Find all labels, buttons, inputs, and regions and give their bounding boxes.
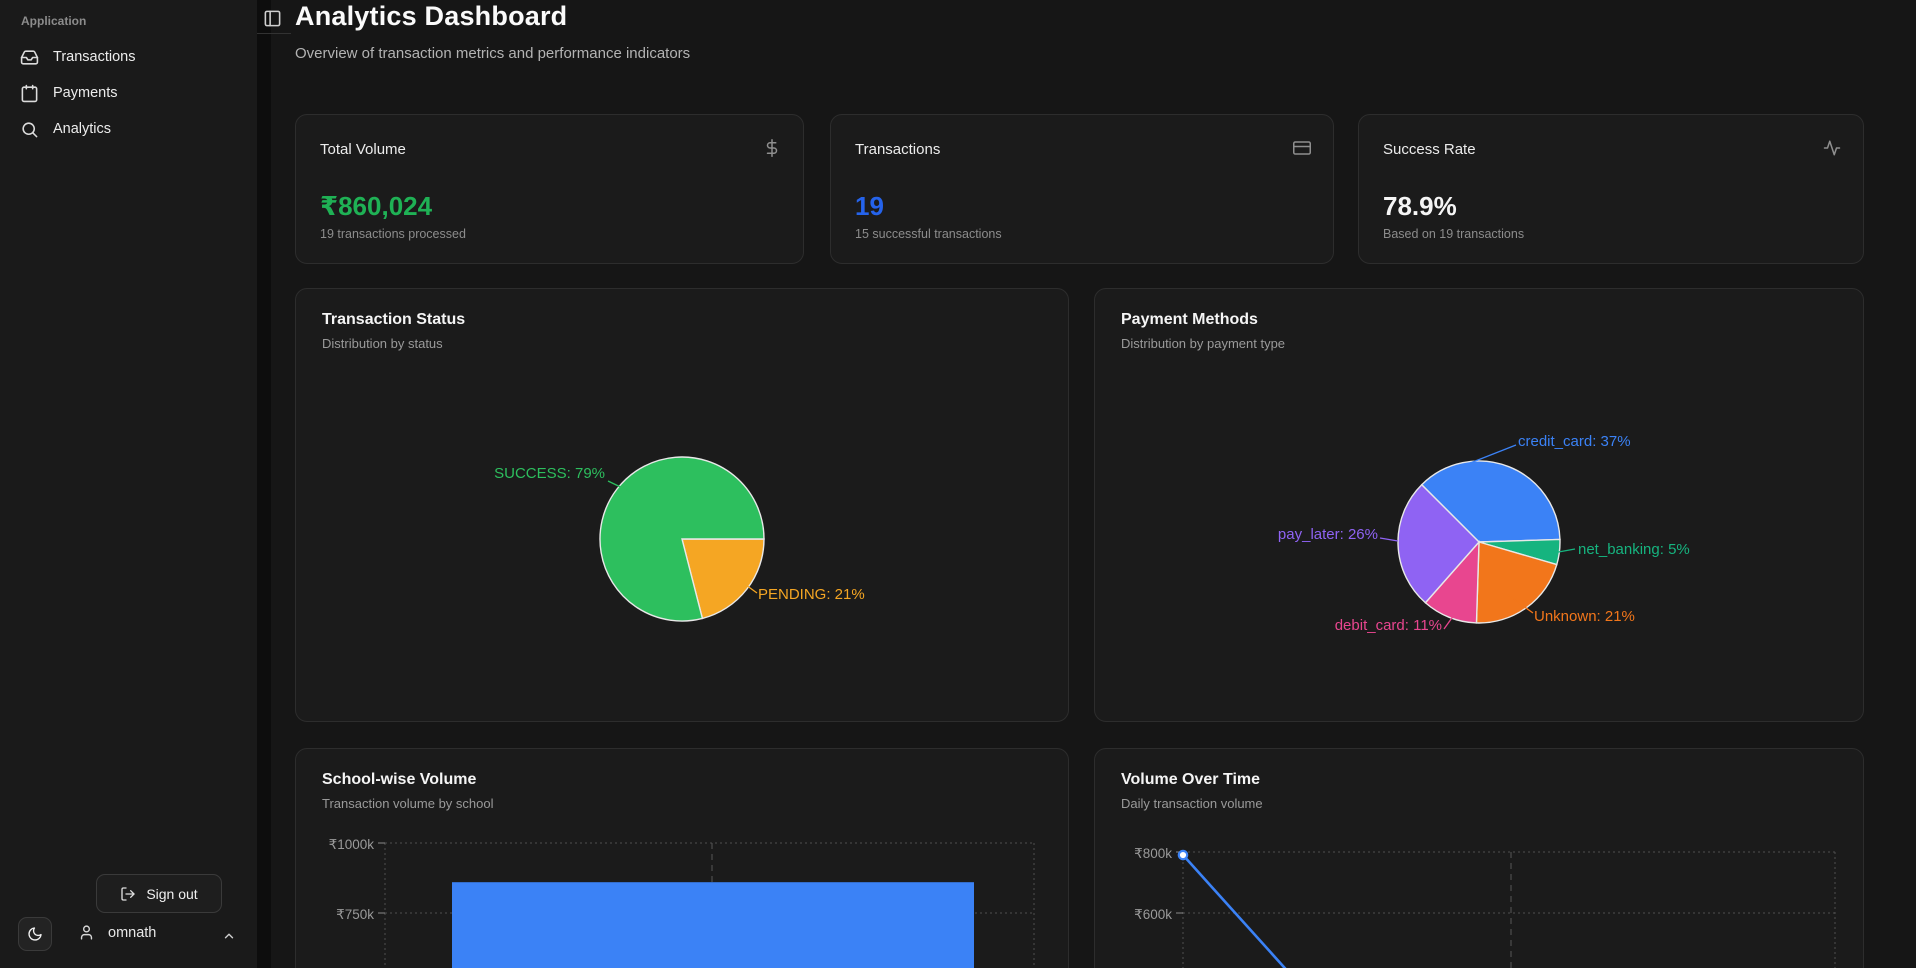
stat-value: 78.9% bbox=[1383, 191, 1457, 221]
chart-subtitle: Transaction volume by school bbox=[322, 796, 494, 811]
search-icon bbox=[20, 120, 39, 139]
sidebar-item-transactions[interactable]: Transactions bbox=[10, 41, 240, 73]
sidebar-item-label: Analytics bbox=[53, 121, 112, 137]
sidebar-item-label: Transactions bbox=[53, 49, 136, 65]
pie-label-success: SUCCESS: 79% bbox=[494, 465, 605, 482]
credit-card-icon bbox=[1293, 139, 1311, 157]
stat-subtitle: 19 transactions processed bbox=[320, 227, 466, 241]
chart-title: Volume Over Time bbox=[1121, 771, 1261, 788]
sidebar-item-label: Payments bbox=[53, 85, 118, 101]
payment-methods-card: Payment Methods Distribution by payment … bbox=[1094, 288, 1864, 722]
transaction-status-card: Transaction Status Distribution by statu… bbox=[295, 288, 1069, 722]
stat-value: 19 bbox=[855, 191, 884, 221]
sidebar-section-label: Application bbox=[21, 14, 87, 28]
pie-label-unknown: Unknown: 21% bbox=[1534, 608, 1635, 625]
activity-icon bbox=[1823, 139, 1841, 157]
sign-out-button[interactable]: Sign out bbox=[96, 874, 222, 913]
stat-title: Total Volume bbox=[320, 141, 406, 158]
pie-label-credit-card: credit_card: 37% bbox=[1518, 433, 1631, 450]
page-title: Analytics Dashboard bbox=[295, 1, 568, 31]
chart-subtitle: Distribution by status bbox=[322, 336, 443, 351]
divider bbox=[257, 33, 291, 34]
user-icon bbox=[78, 924, 95, 941]
sidebar: Application Transactions Payments Analyt… bbox=[0, 0, 257, 968]
user-menu[interactable]: omnath bbox=[78, 924, 156, 941]
dollar-icon bbox=[763, 139, 781, 157]
success-rate-card: Success Rate 78.9% Based on 19 transacti… bbox=[1358, 114, 1864, 264]
pie-label-pending: PENDING: 21% bbox=[758, 586, 865, 603]
logout-icon bbox=[120, 886, 136, 902]
sidebar-item-payments[interactable]: Payments bbox=[10, 77, 240, 109]
user-name: omnath bbox=[108, 924, 157, 941]
calendar-icon bbox=[20, 84, 39, 103]
theme-toggle-button[interactable] bbox=[18, 917, 52, 951]
sidebar-toggle-button[interactable] bbox=[263, 9, 282, 28]
chart-subtitle: Daily transaction volume bbox=[1121, 796, 1263, 811]
pie-label-net-banking: net_banking: 5% bbox=[1578, 541, 1690, 558]
stat-value: ₹860,024 bbox=[320, 191, 433, 221]
moon-icon bbox=[27, 926, 43, 942]
page-subtitle: Overview of transaction metrics and perf… bbox=[295, 45, 691, 62]
stat-subtitle: 15 successful transactions bbox=[855, 227, 1002, 241]
sign-out-label: Sign out bbox=[146, 885, 198, 902]
transactions-card: Transactions 19 15 successful transactio… bbox=[830, 114, 1334, 264]
stat-subtitle: Based on 19 transactions bbox=[1383, 227, 1525, 241]
volume-over-time-card: Volume Over Time Daily transaction volum… bbox=[1094, 748, 1864, 968]
total-volume-card: Total Volume ₹860,024 19 transactions pr… bbox=[295, 114, 804, 264]
school-volume-card: School-wise Volume Transaction volume by… bbox=[295, 748, 1069, 968]
inbox-icon bbox=[20, 48, 39, 67]
pie-label-pay-later: pay_later: 26% bbox=[1277, 526, 1378, 543]
pie-label-debit-card: debit_card: 11% bbox=[1334, 617, 1442, 634]
chart-title: Payment Methods bbox=[1121, 311, 1258, 328]
chart-title: School-wise Volume bbox=[322, 771, 477, 788]
chart-subtitle: Distribution by payment type bbox=[1121, 336, 1286, 351]
scroll-gutter bbox=[257, 0, 271, 968]
chevron-up-icon[interactable] bbox=[222, 929, 236, 943]
stat-title: Success Rate bbox=[1383, 141, 1476, 158]
stat-title: Transactions bbox=[855, 141, 941, 158]
sidebar-item-analytics[interactable]: Analytics bbox=[10, 113, 240, 145]
chart-title: Transaction Status bbox=[322, 311, 466, 328]
